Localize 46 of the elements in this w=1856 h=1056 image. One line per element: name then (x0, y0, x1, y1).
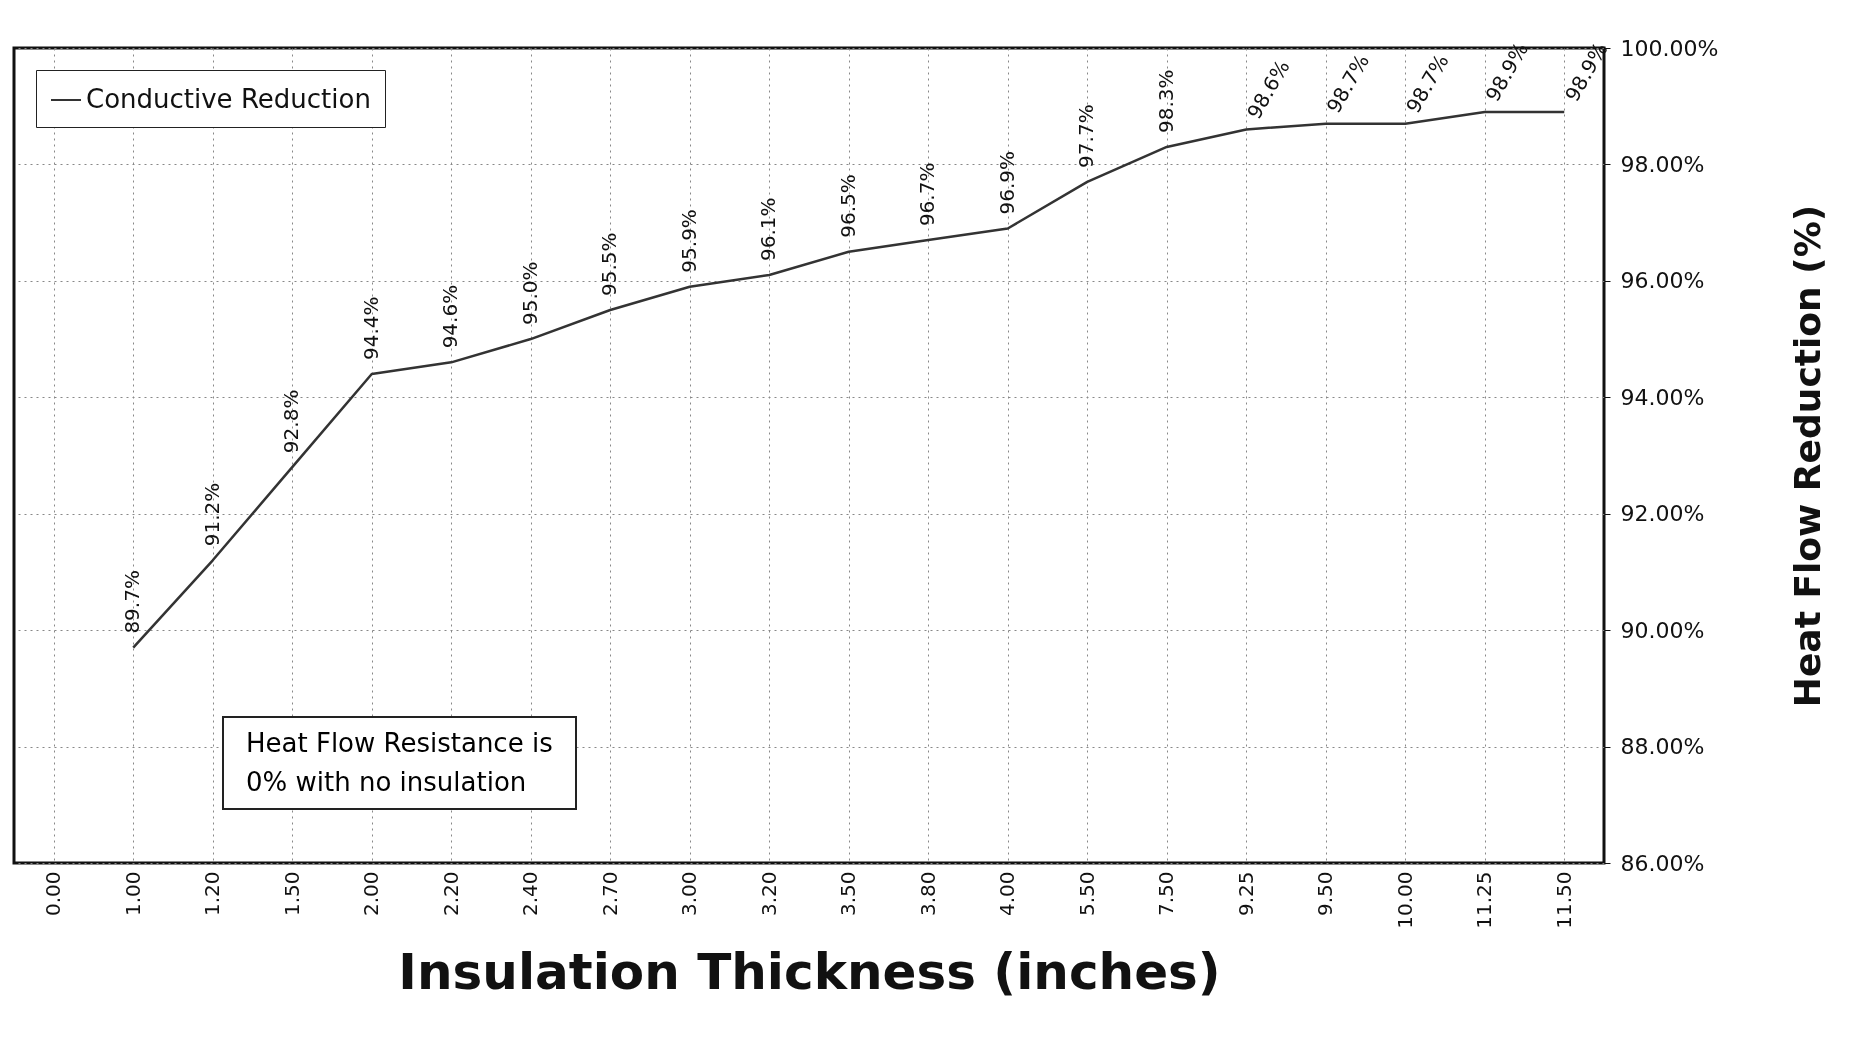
data-label: 95.5% (597, 232, 622, 296)
data-label: 95.9% (676, 209, 701, 273)
y-tick-label: 88.00% (1620, 734, 1705, 760)
x-tick-label: 1.00 (120, 871, 145, 917)
x-tick-label: 1.50 (279, 871, 304, 917)
x-tick-label: 5.50 (1074, 871, 1099, 917)
x-tick-label: 9.50 (1313, 871, 1338, 917)
y-tick-label: 90.00% (1620, 617, 1705, 643)
data-label: 96.5% (835, 174, 860, 238)
data-label: 94.6% (438, 284, 463, 349)
x-tick-label: 10.00 (1392, 871, 1417, 929)
x-tick-label: 1.20 (200, 871, 225, 917)
x-tick-label: 3.00 (677, 871, 702, 917)
x-tick-label: 2.20 (438, 871, 463, 917)
x-tick-label: 11.25 (1472, 871, 1497, 929)
data-label: 96.9% (994, 150, 1019, 215)
data-label: 91.2% (199, 482, 224, 547)
x-tick-label: 2.70 (597, 871, 622, 917)
y-tick-label: 100.00% (1620, 35, 1719, 61)
y-axis-title: Heat Flow Reduction (%) (1787, 204, 1829, 708)
data-label: 89.7% (120, 570, 145, 634)
data-label: 97.7% (1074, 104, 1099, 168)
y-tick-label: 94.00% (1620, 384, 1705, 410)
y-tick-label: 96.00% (1620, 268, 1705, 294)
data-label: 95.0% (517, 261, 542, 326)
y-tick-label: 86.00% (1620, 850, 1705, 876)
data-label: 98.3% (1153, 69, 1178, 133)
x-axis-title: Insulation Thickness (inches) (398, 942, 1221, 1001)
x-tick-label: 3.20 (756, 871, 781, 917)
note-box: Heat Flow Resistance is 0% with no insulation (222, 716, 577, 810)
legend-label: Conductive Reduction (86, 84, 371, 114)
x-tick-label: 0.00 (41, 871, 66, 917)
y-tick-label: 98.00% (1620, 151, 1705, 177)
x-tick-label: 2.40 (518, 871, 543, 917)
data-label: 96.7% (915, 162, 940, 227)
x-tick-label: 7.50 (1154, 871, 1179, 917)
data-label: 94.4% (358, 296, 383, 360)
x-tick-label: 11.50 (1551, 871, 1576, 929)
x-tick-label: 3.50 (836, 871, 861, 917)
x-tick-label: 3.80 (915, 871, 940, 917)
x-tick-label: 4.00 (995, 871, 1020, 917)
x-tick-label: 2.00 (359, 871, 384, 917)
data-label: 96.1% (756, 197, 781, 262)
y-tick-label: 92.00% (1620, 501, 1705, 527)
x-tick-label: 9.25 (1233, 871, 1258, 917)
data-label: 92.8% (279, 389, 304, 454)
